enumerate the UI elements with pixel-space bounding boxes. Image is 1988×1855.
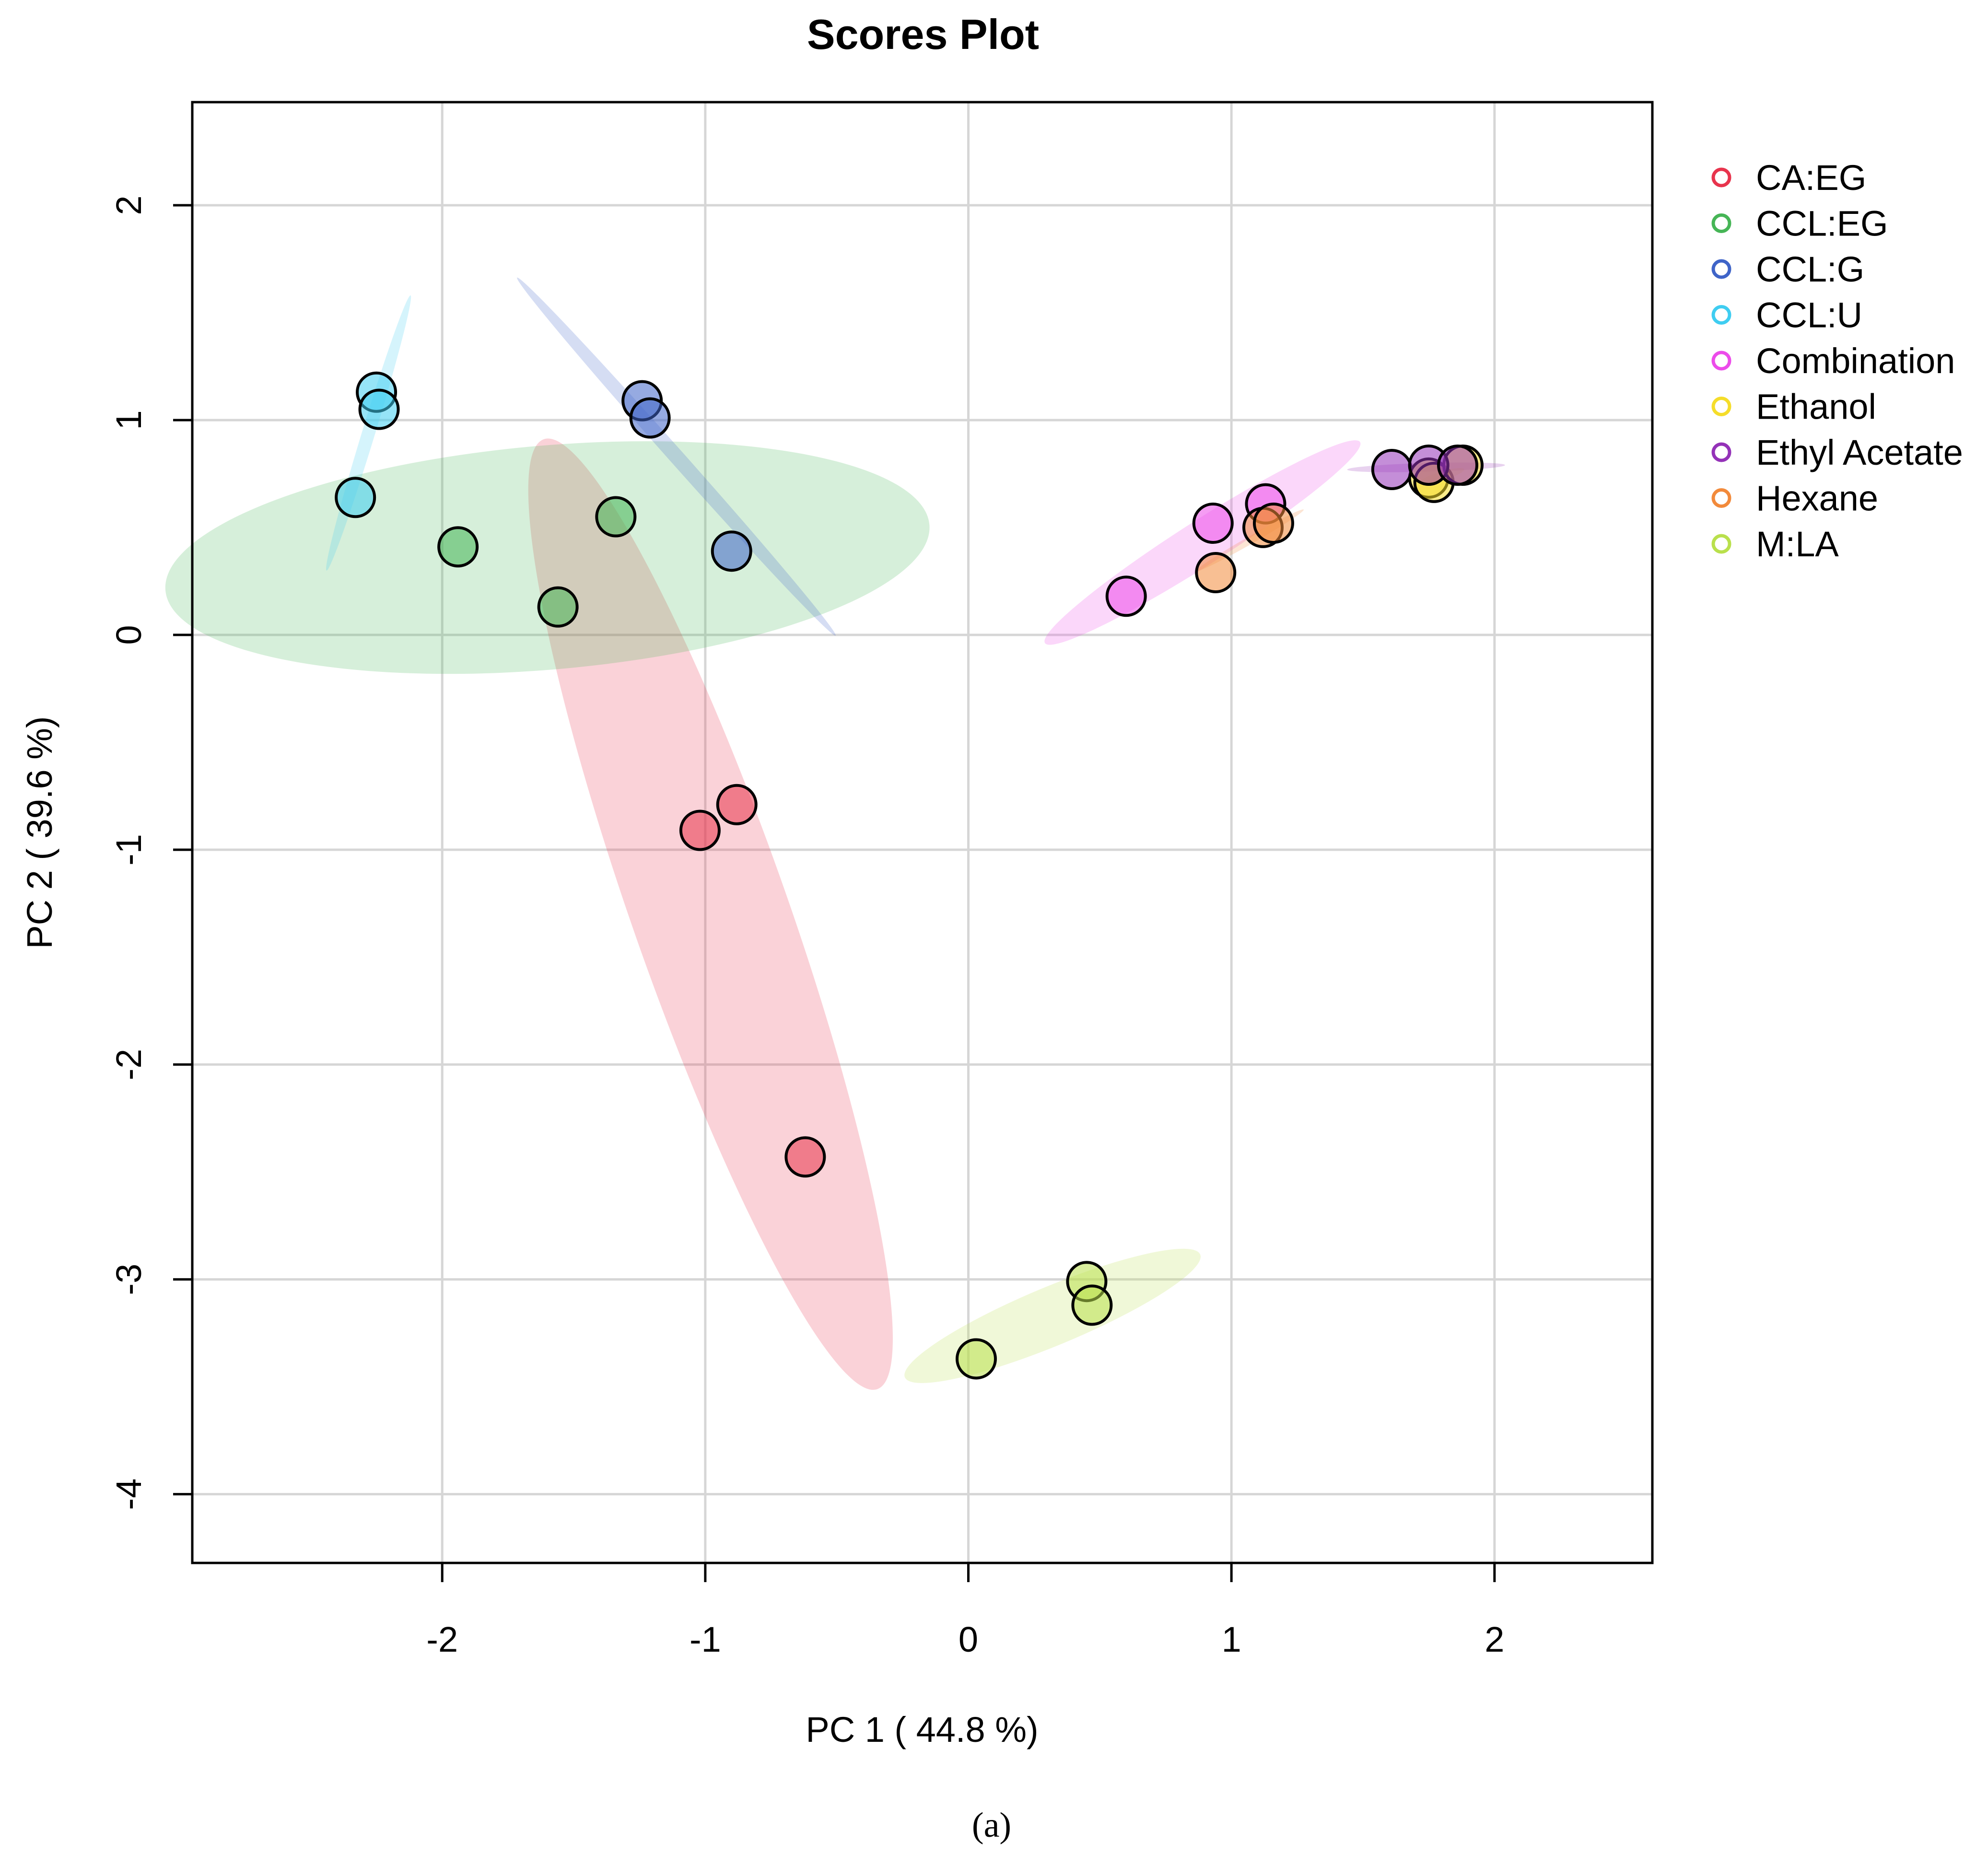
point-ethyl-acetate: [1437, 445, 1478, 486]
point-ccl-u: [358, 388, 400, 430]
point-ethyl-acetate: [1371, 448, 1413, 490]
legend-label-m-la: M:LA: [1756, 524, 1839, 564]
legend-label-ca-eg: CA:EG: [1756, 158, 1866, 198]
legend-label-ethyl-acetate: Ethyl Acetate: [1756, 433, 1963, 472]
legend-marker-ccl-u: [1711, 305, 1731, 325]
x-tick-label: 1: [1222, 1620, 1241, 1659]
y-tick-label: -1: [109, 834, 149, 866]
legend-marker-m-la: [1711, 534, 1731, 554]
point-ca-eg: [784, 1136, 826, 1178]
x-tick-label: -2: [426, 1620, 458, 1659]
point-m-la: [1071, 1284, 1113, 1326]
ellipse-ccl-g: [517, 277, 836, 636]
legend-marker-ethanol: [1711, 397, 1731, 416]
point-ccl-u: [335, 477, 376, 518]
legend-label-ccl-g: CCL:G: [1756, 249, 1864, 289]
y-axis: 2 1 0 -1 -2 -3 -4: [109, 195, 192, 1510]
score-points: [335, 371, 1484, 1380]
x-tick-label: -1: [690, 1620, 721, 1659]
y-tick-label: 1: [109, 410, 149, 430]
legend: CA:EG CCL:EG CCL:G CCL:U Combination Ethanol E…: [1711, 158, 1963, 564]
legend-marker-ccl-g: [1711, 259, 1731, 279]
point-ca-eg: [679, 810, 721, 851]
point-ca-eg: [716, 784, 758, 825]
point-combination: [1192, 502, 1234, 544]
legend-label-hexane: Hexane: [1756, 479, 1878, 518]
y-tick-label: 0: [109, 625, 149, 645]
x-axis: -2 -1 0 1 2: [426, 1563, 1504, 1659]
legend-label-combination: Combination: [1756, 341, 1955, 381]
point-ccl-g: [629, 397, 671, 439]
y-tick-label: -4: [109, 1479, 149, 1510]
legend-marker-hexane: [1711, 488, 1731, 508]
x-axis-label: PC 1 ( 44.8 %): [806, 1710, 1038, 1749]
y-tick-label: -3: [109, 1264, 149, 1295]
grid-lines: [192, 102, 1652, 1563]
point-ccl-eg: [437, 526, 479, 568]
point-ccl-eg: [537, 586, 579, 628]
point-ccl-g: [711, 530, 752, 572]
legend-label-ccl-u: CCL:U: [1756, 295, 1862, 335]
x-tick-label: 0: [959, 1620, 978, 1659]
point-hexane: [1252, 502, 1294, 544]
figure-caption: (a): [972, 1806, 1011, 1845]
y-tick-label: -2: [109, 1049, 149, 1080]
chart-title: Scores Plot: [807, 11, 1039, 58]
point-m-la: [955, 1338, 997, 1380]
legend-marker-combination: [1711, 351, 1731, 371]
point-combination: [1105, 575, 1147, 617]
point-hexane: [1195, 552, 1237, 593]
legend-label-ethanol: Ethanol: [1756, 387, 1876, 427]
point-ccl-eg: [595, 496, 637, 538]
legend-label-ccl-eg: CCL:EG: [1756, 204, 1888, 244]
y-tick-label: 2: [109, 195, 149, 215]
legend-marker-ethyl-acetate: [1711, 442, 1731, 462]
x-tick-label: 2: [1485, 1620, 1504, 1659]
y-axis-label: PC 2 ( 39.6 %): [20, 716, 59, 949]
plot-frame: [191, 101, 1654, 1564]
legend-marker-ca-eg: [1711, 167, 1731, 188]
legend-marker-ccl-eg: [1711, 213, 1731, 233]
